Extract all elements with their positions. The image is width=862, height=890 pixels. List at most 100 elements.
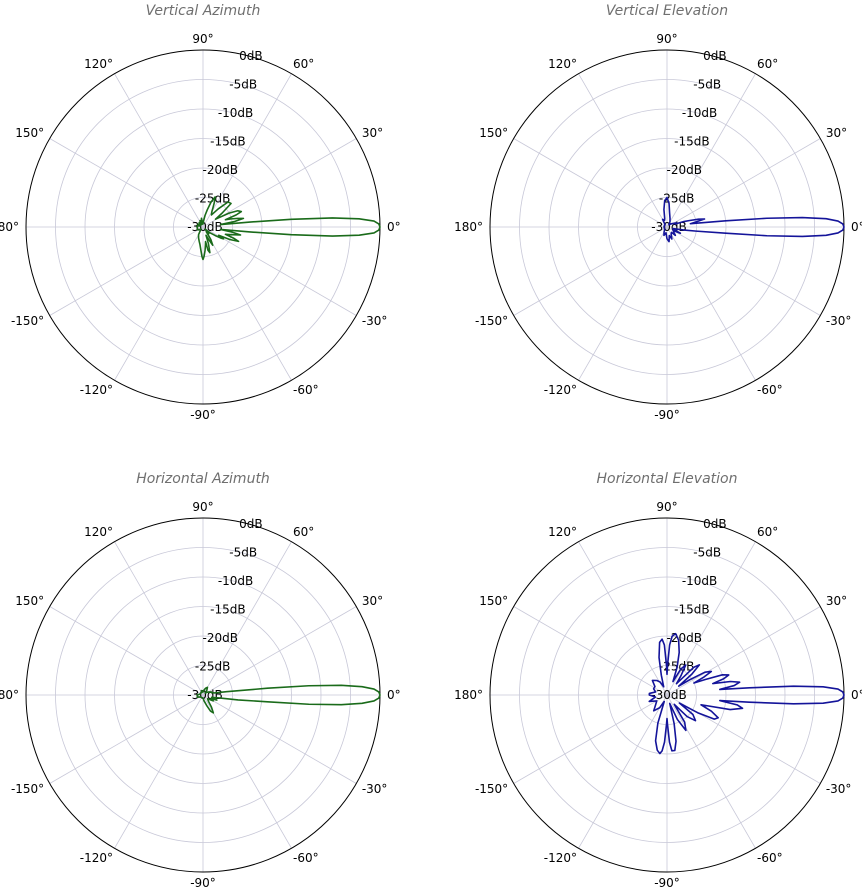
angle-tick-label: -60° (293, 383, 319, 397)
angle-tick-label: 60° (293, 57, 314, 71)
grid-spoke (49, 694, 204, 784)
angle-tick-label: 30° (362, 126, 383, 140)
angle-tick-label: -30° (826, 782, 852, 796)
radial-tick-label: -30dB (651, 688, 686, 702)
angle-tick-label: -120° (544, 851, 577, 865)
angle-tick-label: -60° (293, 851, 319, 865)
grid-spoke (202, 606, 357, 696)
grid-spoke (202, 694, 292, 849)
grid-spoke (202, 73, 292, 228)
angle-tick-label: 150° (479, 594, 508, 608)
radial-tick-label: -25dB (195, 660, 230, 674)
angle-tick-label: 150° (479, 126, 508, 140)
grid-spoke (513, 226, 668, 316)
radiation-pattern-line (648, 632, 845, 755)
radial-tick-label: -5dB (229, 78, 257, 92)
grid-spoke (578, 226, 668, 381)
polar-chart-4: Horizontal Elevation0dB-5dB-10dB-15dB-20… (454, 471, 862, 890)
angle-tick-label: -30° (826, 314, 852, 328)
radial-tick-label: -30dB (187, 220, 222, 234)
grid-spoke (49, 226, 204, 316)
angle-tick-label: -150° (475, 314, 508, 328)
grid-spoke (578, 694, 668, 849)
angle-tick-label: 60° (757, 525, 778, 539)
grid-spoke (666, 694, 756, 849)
radial-tick-label: -10dB (682, 106, 717, 120)
grid-spoke (666, 606, 821, 696)
angle-tick-label: -90° (190, 876, 216, 890)
radial-tick-label: 0dB (703, 517, 726, 531)
grid-spoke (513, 606, 668, 696)
angle-tick-label: 180° (0, 220, 19, 234)
angle-tick-label: -30° (362, 314, 388, 328)
angle-tick-label: 0° (387, 220, 401, 234)
radial-tick-label: -20dB (203, 631, 238, 645)
radial-tick-label: -15dB (674, 135, 709, 149)
angle-tick-label: -30° (362, 782, 388, 796)
angle-tick-label: 120° (84, 525, 113, 539)
angle-tick-label: 120° (548, 525, 577, 539)
grid-spoke (578, 541, 668, 696)
grid-spoke (666, 226, 756, 381)
radiation-pattern-line (196, 196, 381, 261)
grid-spoke (114, 73, 204, 228)
radial-tick-label: -15dB (210, 603, 245, 617)
radial-tick-label: -25dB (195, 192, 230, 206)
radial-tick-label: -10dB (682, 574, 717, 588)
grid-spoke (513, 138, 668, 228)
radial-tick-label: 0dB (239, 49, 262, 63)
angle-tick-label: -120° (544, 383, 577, 397)
grid-spoke (666, 541, 756, 696)
grid-spoke (666, 73, 756, 228)
grid-spoke (578, 73, 668, 228)
radial-tick-label: 0dB (703, 49, 726, 63)
angle-tick-label: -90° (654, 876, 680, 890)
angle-tick-label: -90° (190, 408, 216, 422)
grid-spoke (114, 694, 204, 849)
radial-tick-label: -15dB (210, 135, 245, 149)
polar-chart-3: Horizontal Azimuth 0dB -5dB -10dB -15dB -20dB… (0, 471, 401, 890)
angle-tick-label: 60° (293, 525, 314, 539)
polar-chart-1: Vertical Azimuth 0dB -5dB -10dB -15dB -20dB -2… (0, 3, 401, 422)
grid-spoke (202, 226, 292, 381)
radial-tick-label: -5dB (693, 546, 721, 560)
angle-tick-label: -60° (757, 851, 783, 865)
angle-tick-label: 30° (826, 594, 847, 608)
angle-tick-label: 30° (826, 126, 847, 140)
angle-tick-label: 150° (15, 126, 44, 140)
grid-spoke (114, 541, 204, 696)
grid-spoke (513, 694, 668, 784)
angle-tick-label: -150° (11, 782, 44, 796)
radial-tick-label: -10dB (218, 574, 253, 588)
grid-spoke (49, 606, 204, 696)
radial-tick-label: -10dB (218, 106, 253, 120)
angle-tick-label: 90° (656, 500, 677, 514)
grid-spoke (666, 138, 821, 228)
radial-tick-label: -5dB (693, 78, 721, 92)
angle-tick-label: -90° (654, 408, 680, 422)
angle-tick-label: 0° (851, 688, 862, 702)
angle-tick-label: -60° (757, 383, 783, 397)
angle-tick-label: 180° (0, 688, 19, 702)
angle-tick-label: 90° (192, 32, 213, 46)
angle-tick-label: 120° (548, 57, 577, 71)
angle-tick-label: 30° (362, 594, 383, 608)
angle-tick-label: 0° (851, 220, 862, 234)
radial-tick-label: -15dB (674, 603, 709, 617)
radial-tick-label: -20dB (667, 163, 702, 177)
grid-spoke (202, 694, 357, 784)
angle-tick-label: 0° (387, 688, 401, 702)
angle-tick-label: -150° (11, 314, 44, 328)
angle-tick-label: 120° (84, 57, 113, 71)
angle-tick-label: 60° (757, 57, 778, 71)
angle-tick-label: 90° (656, 32, 677, 46)
radial-tick-label: -5dB (229, 546, 257, 560)
grid-spoke (202, 541, 292, 696)
angle-tick-label: 180° (454, 220, 483, 234)
angle-tick-label: -150° (475, 782, 508, 796)
angle-tick-label: -120° (80, 851, 113, 865)
radial-tick-label: -20dB (203, 163, 238, 177)
grid-spoke (202, 138, 357, 228)
grid-spoke (202, 226, 357, 316)
